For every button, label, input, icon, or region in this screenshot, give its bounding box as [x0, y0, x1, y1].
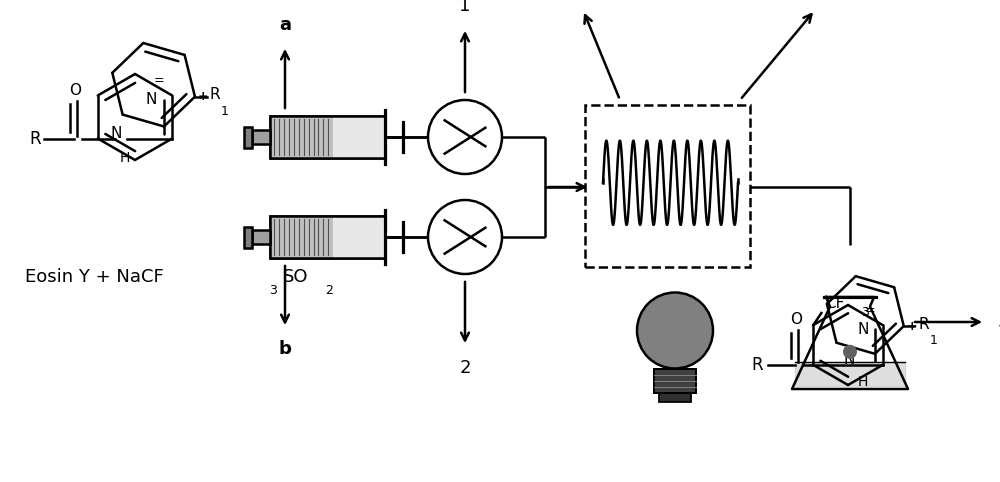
Text: N: N	[146, 92, 157, 107]
Text: +: +	[198, 90, 208, 103]
Text: =: =	[153, 74, 164, 87]
Text: 5: 5	[998, 313, 1000, 331]
Text: N: N	[858, 321, 869, 336]
Circle shape	[843, 345, 857, 359]
Bar	[333, 216, 385, 258]
Bar	[333, 116, 385, 158]
Text: 3: 3	[269, 283, 277, 296]
Text: N: N	[111, 126, 122, 141]
Text: O: O	[69, 83, 81, 98]
Text: Eosin Y + NaCF: Eosin Y + NaCF	[25, 268, 164, 286]
Text: 1: 1	[930, 334, 938, 347]
Bar	[654, 369, 696, 393]
Text: 2: 2	[325, 283, 333, 296]
Circle shape	[428, 200, 502, 274]
Polygon shape	[795, 362, 905, 386]
Text: =: =	[865, 305, 876, 318]
Text: a: a	[279, 16, 291, 34]
Bar	[244, 126, 252, 147]
Bar	[659, 393, 691, 402]
Bar	[270, 116, 385, 158]
Text: 1: 1	[221, 105, 229, 118]
Bar	[244, 227, 252, 247]
Circle shape	[428, 100, 502, 174]
Text: R: R	[29, 130, 41, 147]
Text: H: H	[857, 375, 868, 389]
Text: R: R	[210, 87, 220, 102]
Bar	[270, 116, 385, 158]
Bar	[270, 216, 333, 258]
Bar	[252, 130, 270, 144]
Text: +: +	[906, 320, 917, 333]
Bar	[270, 216, 385, 258]
Text: 2: 2	[459, 359, 471, 377]
Text: N: N	[843, 351, 855, 366]
Text: 3: 3	[861, 307, 869, 320]
Text: SO: SO	[283, 268, 309, 286]
Bar	[252, 230, 270, 244]
Text: H: H	[120, 150, 130, 164]
Text: 1: 1	[459, 0, 471, 15]
Text: b: b	[279, 340, 291, 358]
Text: CF: CF	[825, 295, 845, 310]
Bar	[270, 116, 333, 158]
Circle shape	[637, 293, 713, 369]
Text: O: O	[790, 311, 802, 326]
Text: R: R	[918, 317, 929, 332]
Text: R: R	[752, 356, 763, 374]
Bar	[270, 216, 385, 258]
Bar	[585, 105, 750, 267]
